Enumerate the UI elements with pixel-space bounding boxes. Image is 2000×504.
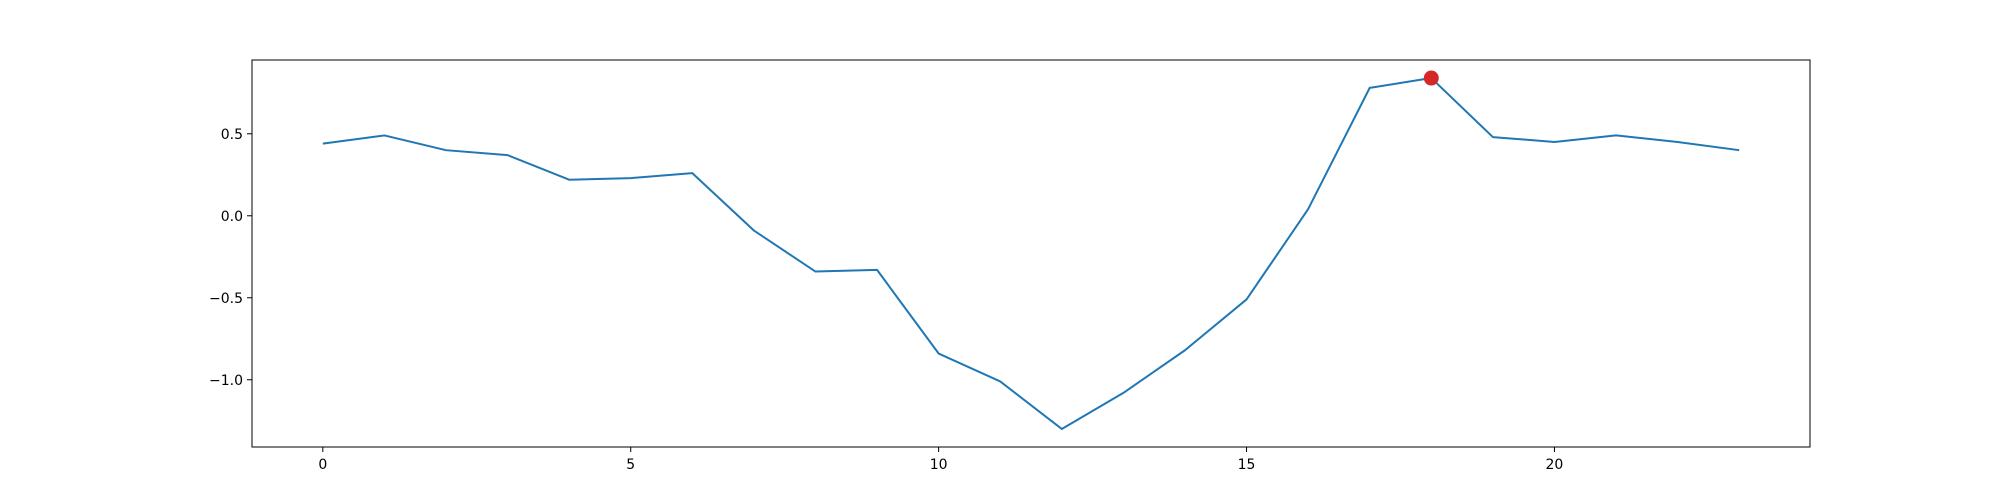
- x-tick-label-2: 10: [930, 457, 948, 473]
- x-tick-label-4: 20: [1546, 457, 1564, 473]
- y-tick-label-2: −0.5: [209, 291, 243, 307]
- x-tick-label-0: 0: [318, 457, 327, 473]
- highlight-point: [1423, 70, 1439, 86]
- series-line-0: [322, 77, 1740, 430]
- y-tick-label-3: −1.0: [209, 373, 243, 389]
- y-tick-label-0: 0.5: [221, 127, 243, 143]
- plot-frame: [251, 59, 1811, 448]
- y-tick-label-1: 0.0: [221, 209, 243, 225]
- x-tick-label-3: 15: [1238, 457, 1256, 473]
- x-tick-label-1: 5: [626, 457, 635, 473]
